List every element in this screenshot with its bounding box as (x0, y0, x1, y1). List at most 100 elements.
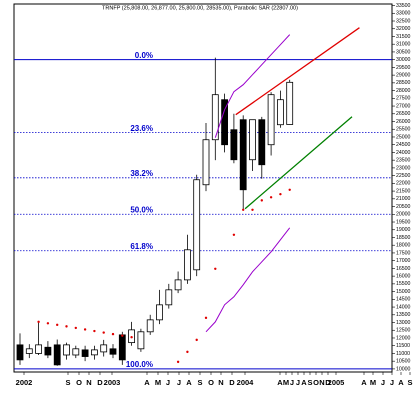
sar-dot (111, 332, 115, 336)
y-tick-label: 13000 (396, 320, 411, 326)
chart-title: TRNFP (25,808.00, 26,877.00, 25,800.00, … (102, 5, 298, 11)
x-tick-label: A (277, 378, 283, 387)
x-tick-label: 2005 (328, 378, 345, 387)
x-tick-label: N (218, 378, 223, 387)
sar-dot (130, 336, 133, 339)
y-tick-label: 29500 (396, 65, 411, 71)
y-tick-label: 19500 (396, 219, 411, 225)
y-tick-label: 26500 (396, 111, 411, 117)
x-tick-label: N (86, 378, 91, 387)
candle-body (118, 334, 126, 361)
sar-dot (93, 329, 96, 333)
plot-frame (13, 3, 393, 373)
sar-dot (186, 350, 189, 354)
x-tick-label: S (65, 378, 70, 387)
x-tick-label: J (290, 378, 294, 387)
y-tick-label: 16000 (396, 274, 411, 280)
fib-label: 61.8% (130, 242, 153, 251)
y-tick-label: 28000 (396, 88, 411, 94)
x-tick-label: D (97, 378, 103, 387)
y-tick-label: 25500 (396, 127, 411, 133)
x-tick-label: O (76, 378, 82, 387)
y-tick-label: 25000 (396, 134, 411, 140)
x-tick-label: O (313, 378, 319, 387)
candle-body (267, 94, 275, 146)
sar-dot (74, 326, 78, 330)
x-tick-label: N (319, 378, 324, 387)
y-tick-label: 23000 (396, 165, 411, 171)
candle-body (146, 319, 154, 333)
y-tick-label: 21500 (396, 188, 411, 194)
candle-body (156, 304, 163, 321)
y-tick-label: 16500 (396, 266, 411, 272)
candle-body (81, 349, 89, 357)
fib-label: 38.2% (130, 169, 153, 178)
y-tick-label: 15000 (396, 289, 411, 295)
y-tick-label: 28500 (396, 80, 411, 86)
envelope-line (205, 227, 291, 333)
x-tick-label: A (144, 378, 150, 387)
fib-label: 23.6% (130, 124, 153, 133)
y-tick-label: 14000 (396, 304, 411, 310)
candle-body (109, 348, 117, 355)
trendline (235, 27, 360, 116)
y-tick-label: 14500 (396, 297, 411, 303)
candle-body (221, 99, 229, 146)
candle-body (137, 331, 145, 350)
x-tick-label: M (283, 378, 289, 387)
y-tick-label: 13500 (396, 312, 411, 318)
sar-dot (214, 267, 217, 271)
y-tick-label: 24500 (396, 142, 411, 148)
sar-dot (260, 199, 263, 202)
y-tick-label: 18500 (396, 235, 411, 241)
sar-dot (56, 323, 59, 327)
x-tick-label: D (229, 378, 235, 387)
candle-body (44, 346, 52, 356)
y-tick-label: 23500 (396, 158, 411, 164)
y-tick-label: 22000 (396, 181, 411, 187)
x-tick-label: 2003 (104, 378, 121, 387)
x-tick-label: M (155, 378, 161, 387)
y-tick-label: 32000 (396, 26, 411, 32)
candle-body (63, 344, 70, 356)
candle-body (53, 344, 61, 366)
trendline (244, 116, 353, 210)
y-tick-label: 27500 (396, 96, 411, 102)
y-tick-label: 31500 (396, 34, 411, 40)
candle-body (193, 179, 201, 271)
candle-body (239, 119, 247, 191)
y-tick-label: 18000 (396, 243, 411, 249)
y-tick-label: 19000 (396, 227, 411, 233)
x-tick-label: M (370, 378, 376, 387)
y-tick-label: 29000 (396, 73, 411, 79)
candle-body (249, 119, 256, 161)
x-tick-label: O (208, 378, 214, 387)
x-tick-label: S (307, 378, 312, 387)
y-tick-label: 10500 (396, 359, 411, 365)
candle-body (276, 99, 284, 126)
sar-dot (279, 192, 282, 196)
x-tick-label: D (325, 378, 331, 387)
y-tick-label: 20500 (396, 204, 411, 210)
sar-dot (288, 188, 291, 191)
y-tick-label: 33000 (396, 11, 411, 17)
y-tick-label: 30500 (396, 49, 411, 55)
sar-dot (242, 208, 245, 211)
candle-body (286, 81, 294, 125)
candle-body (230, 129, 238, 161)
y-tick-label: 31000 (396, 42, 411, 48)
sar-dot (176, 360, 180, 364)
candle-body (165, 289, 173, 306)
sar-dot (251, 208, 254, 211)
x-tick-label: A (301, 378, 307, 387)
candle-body (202, 139, 210, 186)
x-tick-label: 2004 (237, 378, 255, 387)
x-tick-label: A (186, 378, 192, 387)
y-tick-label: 20000 (396, 212, 411, 218)
sar-dot (65, 325, 68, 328)
candle-body (258, 119, 266, 166)
sar-dot (83, 328, 87, 331)
envelope-line (214, 34, 291, 138)
